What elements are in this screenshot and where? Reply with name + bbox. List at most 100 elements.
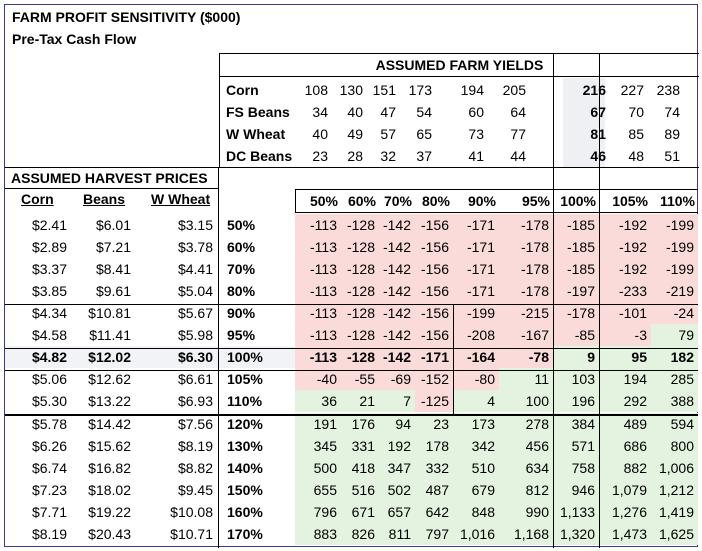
price-beans: $15.62 — [88, 438, 131, 454]
matrix-cell: 1,133 — [553, 501, 599, 523]
grid-line — [5, 370, 698, 371]
matrix-cell: 642 — [415, 501, 453, 523]
price-beans: $16.82 — [88, 460, 131, 476]
matrix-cell: -178 — [499, 236, 553, 258]
yield-value: 46 — [576, 145, 606, 167]
price-corn: $7.23 — [31, 482, 67, 498]
price-pct: 70% — [227, 261, 256, 277]
matrix-row: $7.23 $18.02 $9.45 150% 655 516 502 487 679 812 94… — [5, 479, 698, 501]
price-pct: 150% — [227, 482, 263, 498]
yield-value: 108 — [304, 82, 328, 98]
matrix-cell: -171 — [453, 280, 499, 302]
price-pct: 50% — [227, 217, 256, 233]
yield-value: 44 — [510, 148, 526, 164]
matrix-col-header: 70% — [383, 193, 412, 209]
matrix-cell: -156 — [415, 236, 453, 258]
matrix-cell: 758 — [553, 457, 599, 479]
matrix-cell: 173 — [453, 413, 499, 435]
matrix-row: $7.71 $19.22 $10.08 160% 796 671 657 642 848 990 1… — [5, 501, 698, 523]
matrix-cell: -171 — [453, 236, 499, 258]
matrix-cell: 571 — [553, 435, 599, 457]
matrix-col-header: 90% — [467, 193, 496, 209]
yield-value: 67 — [576, 101, 606, 123]
matrix-cell: 1,212 — [651, 479, 698, 501]
yield-row: Corn 108 130 151 173 194 205 216 227 238 — [220, 79, 699, 101]
price-pct: 105% — [227, 371, 263, 387]
matrix-row: $2.89 $7.21 $3.78 60% -113 -128 -142 -156 -171 -1… — [5, 236, 698, 258]
price-beans: $8.41 — [95, 261, 131, 277]
matrix-cell: -156 — [415, 214, 453, 236]
matrix-cell: 800 — [651, 435, 698, 457]
yield-value: 151 — [372, 82, 396, 98]
yield-value: 238 — [656, 82, 680, 98]
matrix-cell: 811 — [379, 523, 415, 545]
price-corn: $3.85 — [31, 283, 67, 299]
matrix-cell: -101 — [599, 302, 651, 324]
yields-block: ASSUMED FARM YIELDS Corn 108 130 151 173 194 2… — [219, 53, 699, 168]
price-corn: $3.37 — [31, 261, 67, 277]
grid-line — [599, 53, 600, 548]
yield-value: 194 — [460, 82, 484, 98]
matrix-cell: -178 — [499, 214, 553, 236]
matrix-cell: -208 — [453, 324, 499, 346]
matrix-cell: -128 — [341, 280, 379, 302]
price-pct: 120% — [227, 416, 263, 432]
price-wheat: $5.04 — [177, 283, 213, 299]
matrix-cell: -215 — [499, 302, 553, 324]
price-wheat: $10.71 — [170, 526, 213, 542]
matrix-cell: 1,473 — [599, 523, 651, 545]
yield-value: 173 — [408, 82, 432, 98]
yield-value: 37 — [416, 148, 432, 164]
matrix-cell: 657 — [379, 501, 415, 523]
matrix-cell: -171 — [415, 346, 453, 368]
matrix-cell: 388 — [651, 390, 698, 412]
grid-line — [453, 304, 553, 305]
matrix-cell: -69 — [379, 368, 415, 390]
matrix-cell: 1,006 — [651, 457, 698, 479]
price-wheat: $5.98 — [177, 327, 213, 343]
matrix-cell: 182 — [651, 346, 698, 368]
matrix-cell: -178 — [553, 302, 599, 324]
grid-line — [218, 167, 219, 548]
matrix-cell: 292 — [599, 390, 651, 412]
yield-row: W Wheat 40 49 57 65 73 77 81 85 89 — [220, 123, 699, 145]
matrix-cell: -113 — [295, 324, 341, 346]
matrix-cell: 23 — [415, 413, 453, 435]
matrix-cell: 332 — [415, 457, 453, 479]
matrix-cell: 196 — [553, 390, 599, 412]
matrix-col-header: 100% — [560, 193, 596, 209]
price-corn: $5.78 — [31, 416, 67, 432]
matrix-cell: -113 — [295, 280, 341, 302]
grid-line — [5, 415, 698, 416]
matrix-cell: 1,168 — [499, 523, 553, 545]
matrix-cell: -171 — [453, 214, 499, 236]
matrix-cell: 1,320 — [553, 523, 599, 545]
price-corn: $7.71 — [31, 504, 67, 520]
price-wheat: $3.15 — [177, 217, 213, 233]
matrix-cell: -192 — [599, 236, 651, 258]
matrix-cell: -142 — [379, 280, 415, 302]
price-pct: 160% — [227, 504, 263, 520]
matrix-col-header: 60% — [347, 193, 376, 209]
matrix-cell: 487 — [415, 479, 453, 501]
matrix-cell: -185 — [553, 214, 599, 236]
matrix-row: $4.34 $10.81 $5.67 90% -113 -128 -142 -156 -199-… — [5, 302, 698, 324]
matrix-col-header: 80% — [421, 193, 450, 209]
yield-value: 23 — [312, 148, 328, 164]
matrix-cell: -199 — [651, 236, 698, 258]
price-wheat: $8.19 — [177, 438, 213, 454]
matrix-cell: 418 — [341, 457, 379, 479]
matrix-cell: -152 — [415, 368, 453, 390]
matrix-cell: -178 — [499, 258, 553, 280]
yield-value: 64 — [510, 104, 526, 120]
matrix-cell: -167 — [499, 324, 553, 346]
matrix-cell: 500 — [295, 457, 341, 479]
matrix-cell: 11 — [499, 368, 553, 390]
matrix-cell: -199 — [453, 302, 499, 324]
yield-value: 77 — [510, 126, 526, 142]
price-pct: 90% — [227, 305, 256, 321]
matrix-cell: -85 — [553, 324, 599, 346]
price-beans: $10.81 — [88, 305, 131, 321]
price-pct: 100% — [227, 349, 263, 365]
matrix-cell: -113 — [295, 258, 341, 280]
